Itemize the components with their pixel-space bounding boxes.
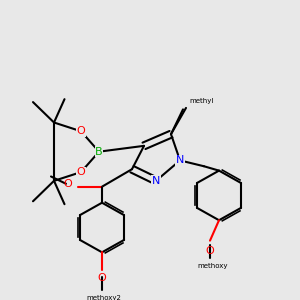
Text: N: N (176, 155, 184, 165)
Text: methoxy: methoxy (198, 262, 228, 268)
Text: O: O (76, 167, 85, 177)
Text: O: O (206, 247, 214, 256)
Text: O: O (98, 273, 106, 283)
Text: methoxy2: methoxy2 (86, 295, 121, 300)
Text: B: B (95, 147, 103, 157)
Text: O: O (63, 179, 72, 189)
Text: N: N (152, 176, 160, 186)
Text: methyl: methyl (189, 98, 213, 103)
Text: O: O (76, 126, 85, 136)
